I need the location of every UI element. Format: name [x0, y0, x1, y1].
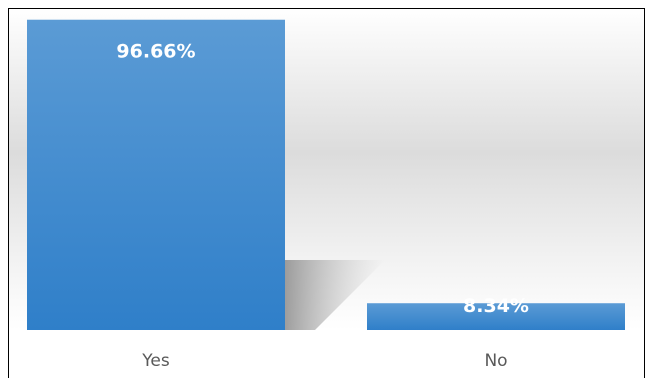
bar-no — [367, 303, 625, 330]
x-tick-label-no: No — [484, 351, 507, 371]
data-label-yes: 96.66% — [116, 41, 195, 63]
bar-shadow — [285, 260, 385, 330]
x-tick-label-yes: Yes — [141, 351, 170, 371]
chart-border — [8, 8, 645, 378]
data-label-no: 8.34% — [463, 295, 529, 317]
bar-yes — [27, 19, 285, 330]
